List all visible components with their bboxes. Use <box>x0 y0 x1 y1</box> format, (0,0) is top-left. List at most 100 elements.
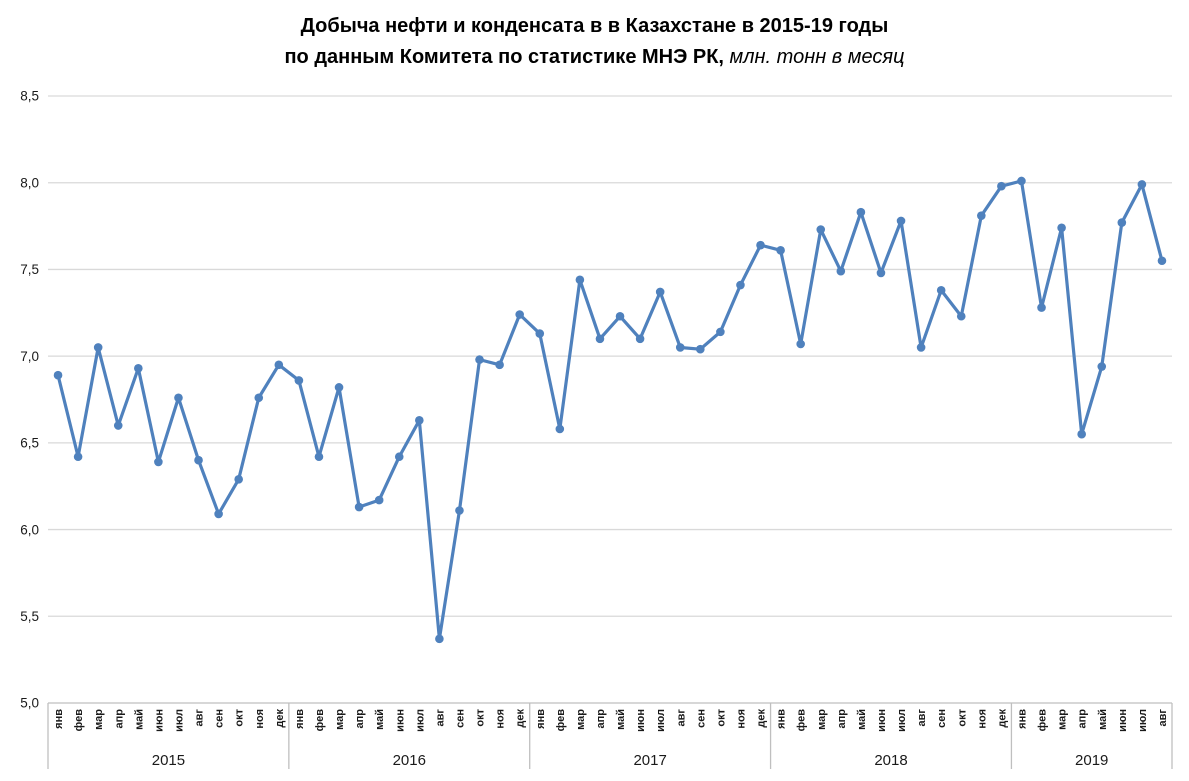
month-label: фев <box>796 709 808 732</box>
month-label: фев <box>1037 709 1049 732</box>
month-label: мар <box>93 709 105 730</box>
data-point <box>716 327 725 337</box>
data-point <box>113 421 123 430</box>
month-label: июл <box>655 709 667 732</box>
data-point <box>1137 180 1147 189</box>
month-label: май <box>133 709 145 730</box>
month-label: авг <box>194 709 206 727</box>
month-label: апр <box>1077 709 1089 729</box>
month-label: июн <box>394 709 406 732</box>
month-label: апр <box>354 709 366 729</box>
month-label: янв <box>53 709 65 729</box>
data-point <box>856 207 866 217</box>
month-label: апр <box>836 709 848 729</box>
data-point <box>394 452 404 462</box>
month-label: ноя <box>254 709 266 729</box>
month-label: июн <box>1117 709 1129 732</box>
year-labels: 2015 2016 2017 2018 2019 <box>152 752 1109 769</box>
data-point <box>515 310 524 319</box>
data-point <box>796 339 805 349</box>
data-point <box>234 474 243 484</box>
month-label: сен <box>695 709 707 728</box>
month-label: апр <box>595 709 607 729</box>
month-label: май <box>1097 709 1109 730</box>
month-label: ноя <box>735 709 747 729</box>
data-point <box>997 181 1006 191</box>
data-point <box>495 360 504 370</box>
data-point <box>776 246 785 255</box>
data-point <box>736 280 745 290</box>
data-point <box>555 424 565 434</box>
data-point <box>1037 303 1046 312</box>
data-point <box>294 376 304 385</box>
data-point <box>435 634 444 644</box>
data-point <box>977 211 986 220</box>
data-point <box>214 509 223 519</box>
month-label: окт <box>475 708 487 726</box>
month-label: мар <box>816 709 828 730</box>
data-point <box>595 334 605 344</box>
month-label: окт <box>956 708 968 726</box>
year-label: 2018 <box>874 752 907 769</box>
data-point <box>134 363 143 373</box>
chart-title-line2-bold: по данным Комитета по статистике МНЭ РК, <box>284 46 724 68</box>
y-tick-label: 7,0 <box>20 349 39 364</box>
month-label: июн <box>153 709 165 732</box>
month-label: июн <box>635 709 647 732</box>
data-point <box>916 343 926 352</box>
month-label: мар <box>575 709 587 730</box>
data-point <box>455 506 464 515</box>
chart-title-line2-italic: млн. тонн в месяц <box>724 46 905 68</box>
data-point <box>1057 223 1066 233</box>
data-point <box>314 452 324 462</box>
month-label: июл <box>1137 709 1149 732</box>
data-point <box>756 240 765 250</box>
data-point <box>936 285 946 295</box>
chart-title-line1: Добыча нефти и конденсата в в Казахстане… <box>300 15 889 37</box>
data-point <box>615 311 625 321</box>
series-line <box>56 179 1164 641</box>
month-label: окт <box>715 708 727 726</box>
month-label: май <box>856 709 868 730</box>
year-label: 2016 <box>393 752 426 769</box>
month-label: июн <box>876 709 888 732</box>
data-point <box>876 268 886 278</box>
month-label: мар <box>1057 709 1069 730</box>
y-tick-label: 6,5 <box>20 436 39 451</box>
month-label: дек <box>515 709 527 728</box>
gridlines <box>48 95 1172 617</box>
month-label: фев <box>314 709 326 732</box>
data-point <box>956 311 966 321</box>
month-label: авг <box>434 709 446 727</box>
month-label: фев <box>73 709 85 732</box>
year-separators <box>47 703 1173 769</box>
month-label: фев <box>555 709 567 732</box>
data-point <box>194 455 203 465</box>
data-points <box>53 176 1167 644</box>
data-point <box>1117 218 1127 227</box>
y-tick-label: 5,0 <box>20 696 39 711</box>
data-point <box>896 216 906 226</box>
chart-title-line2: по данным Комитета по статистике МНЭ РК,… <box>0 42 1189 73</box>
data-point <box>274 360 284 370</box>
month-label: сен <box>214 709 226 728</box>
month-label: дек <box>274 709 286 728</box>
month-label: май <box>615 709 627 730</box>
month-label: ноя <box>495 709 507 729</box>
data-point <box>334 383 344 392</box>
month-label: июл <box>896 709 908 732</box>
y-tick-label: 8,5 <box>20 89 39 104</box>
data-point <box>675 343 685 352</box>
data-point <box>1157 256 1167 266</box>
month-label: июл <box>173 709 185 732</box>
month-label: сен <box>454 709 466 728</box>
data-point <box>575 275 585 285</box>
data-point <box>696 344 705 354</box>
year-label: 2015 <box>152 752 185 769</box>
y-tick-label: 8,0 <box>20 175 39 190</box>
year-label: 2019 <box>1075 752 1108 769</box>
month-labels: янв фев мар апр май июн июл авг сен окт ноя дек янв ф… <box>53 708 1169 731</box>
data-point <box>635 334 645 344</box>
